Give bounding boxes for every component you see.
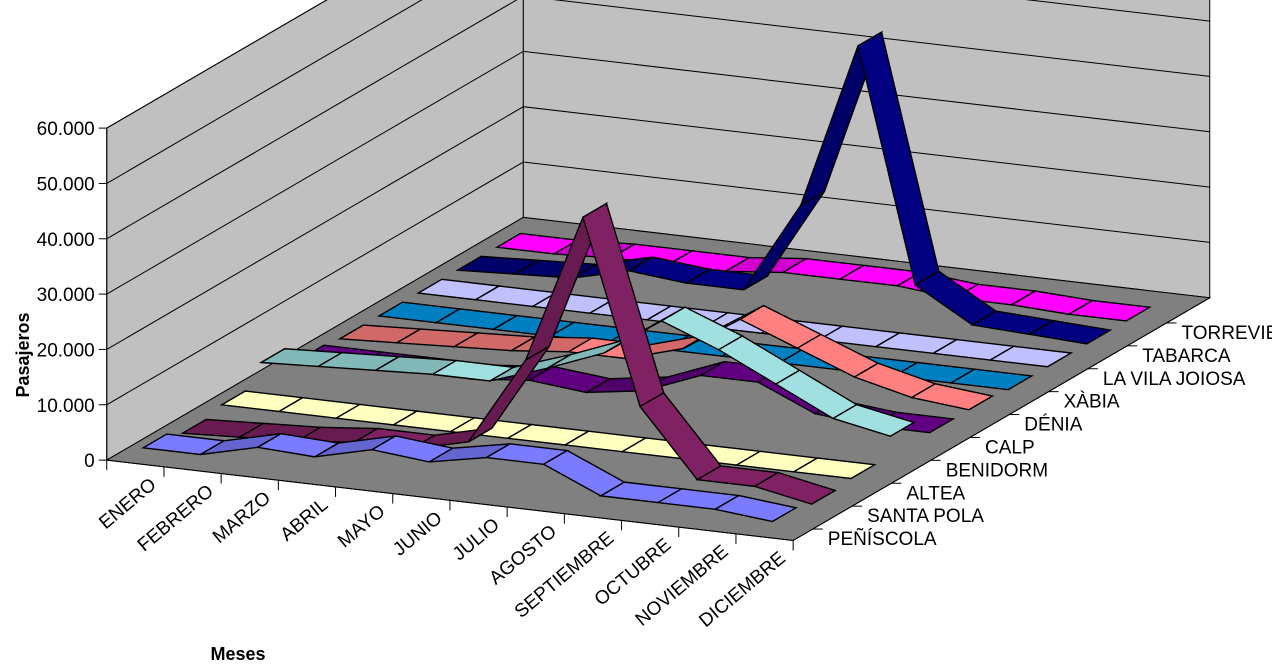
ribbon-segment	[909, 383, 995, 411]
series-ribbon	[455, 30, 1113, 345]
series-label: BENIDORM	[946, 460, 1048, 481]
x-tick-label: JULIO	[449, 514, 504, 565]
x-axis-title: Meses	[210, 644, 265, 664]
series-ribbon	[258, 306, 916, 437]
ribbon-segment	[1066, 299, 1152, 322]
depth-axis-line	[792, 297, 1210, 541]
series-ribbon	[219, 390, 877, 480]
gridline	[106, 161, 1210, 406]
gridline	[106, 0, 1210, 184]
series-label: SANTA POLA	[867, 506, 984, 527]
ribbon-segment	[948, 368, 1034, 391]
y-axis-title: Pasajeros	[13, 312, 33, 397]
series-label: ALTEA	[906, 483, 965, 504]
y-tick-label: 50.000	[37, 174, 95, 195]
series-ribbon	[180, 201, 838, 505]
y-tick-label: 30.000	[37, 285, 95, 306]
series-label: PEÑÍSCOLA	[828, 528, 937, 550]
ribbon-segment	[988, 345, 1074, 368]
series-label: TABARCA	[1142, 346, 1231, 367]
gridline	[106, 0, 1210, 240]
x-tick-label: MAYO	[334, 501, 389, 552]
series-label: DÉNIA	[1024, 415, 1082, 436]
ribbon-segment	[831, 403, 916, 437]
ribbon-segment	[1027, 319, 1113, 345]
series-label: CALP	[985, 437, 1035, 458]
series-label: TORREVIEJA	[1182, 323, 1272, 344]
y-tick-label: 60.000	[37, 119, 95, 140]
ribbon-segment	[791, 457, 877, 480]
y-tick-label: 40.000	[37, 230, 95, 251]
y-tick-label: 0	[84, 451, 95, 472]
series-label: XÀBIA	[1064, 392, 1120, 413]
gridline	[106, 0, 328, 129]
x-tick-label: ABRIL	[277, 494, 333, 545]
ribbon-segment	[713, 494, 798, 523]
gridline	[106, 50, 1210, 295]
x-tick-label: JUNIO	[389, 508, 446, 561]
gridline	[106, 106, 1210, 350]
ribbon-segment	[752, 471, 838, 505]
series-label: LA VILA JOIOSA	[1103, 369, 1246, 390]
series-ribbons	[141, 30, 1152, 523]
y-tick-label: 20.000	[37, 340, 95, 361]
x-tick-label: MARZO	[209, 488, 275, 548]
y-tick-label: 10.000	[37, 396, 95, 417]
series-ribbon	[141, 432, 798, 523]
